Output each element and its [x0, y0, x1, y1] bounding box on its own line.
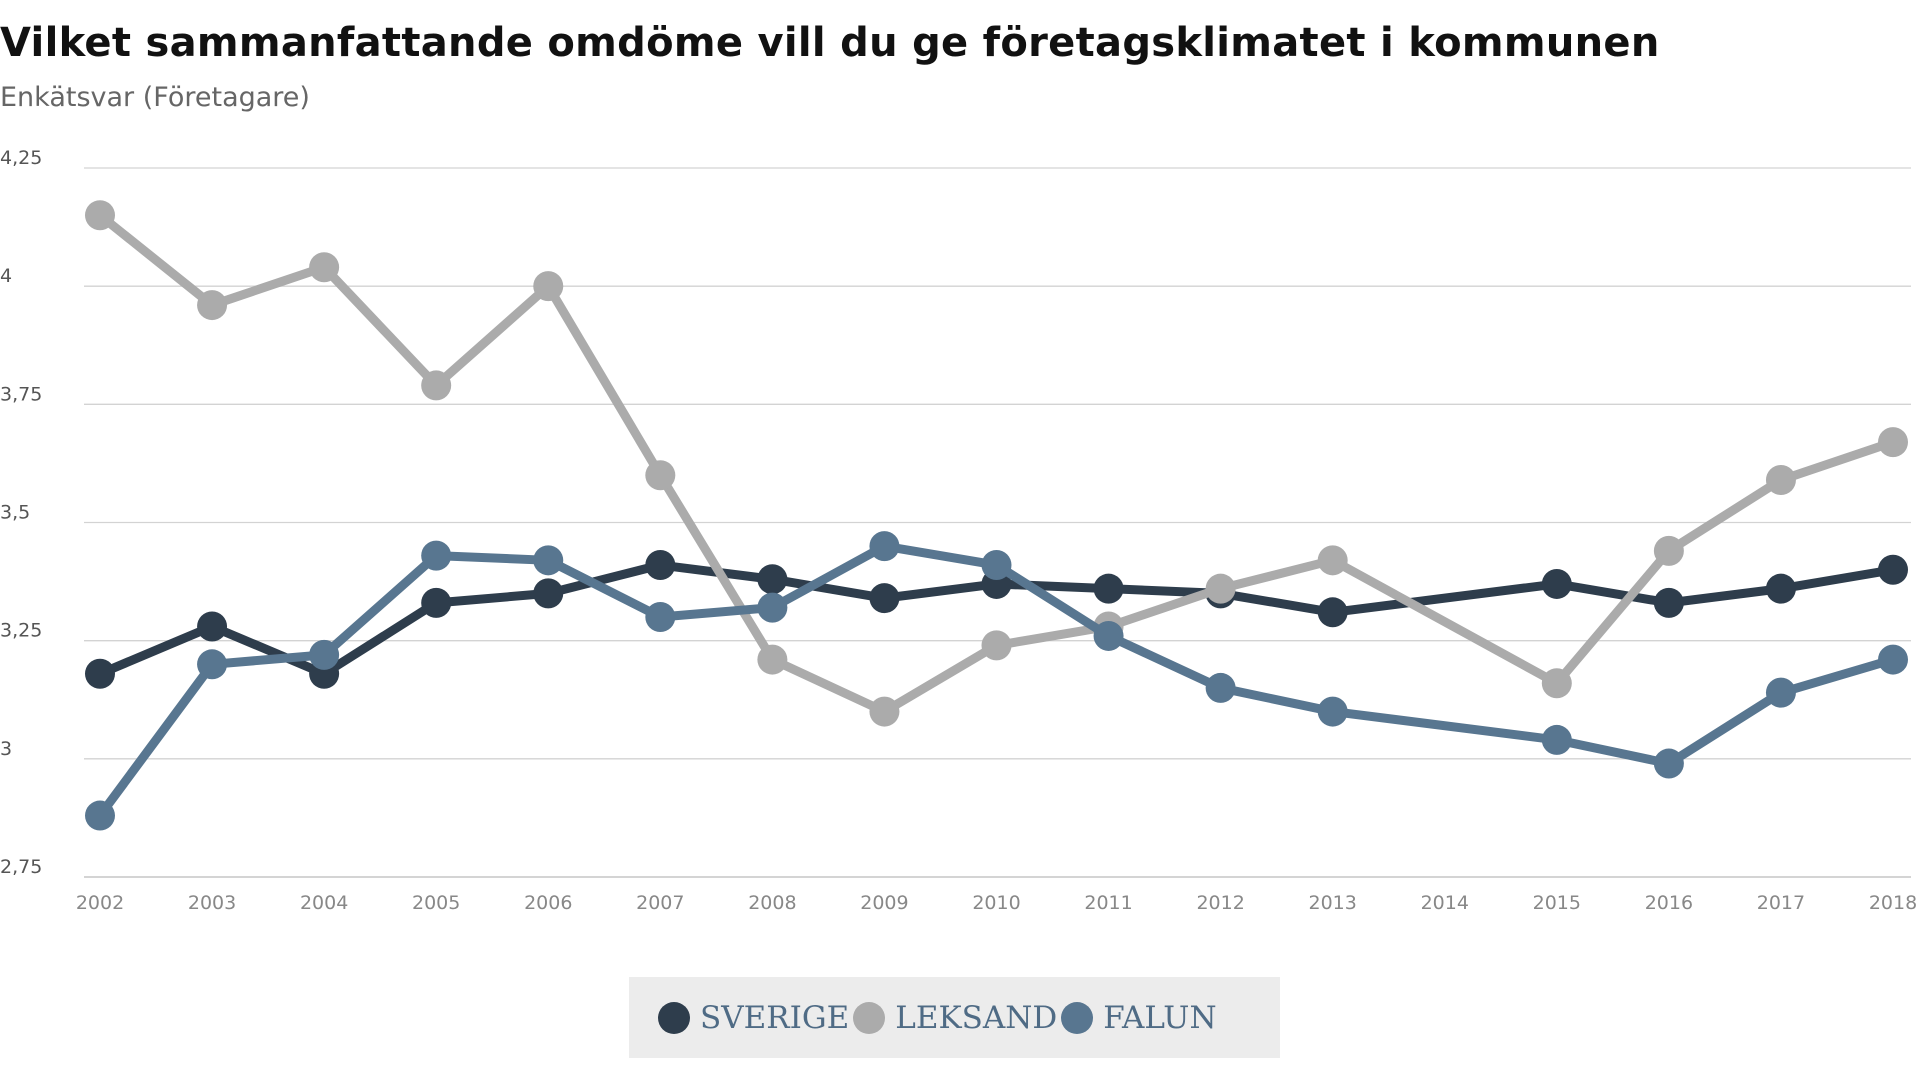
data-point — [421, 540, 452, 571]
data-point — [869, 531, 900, 562]
data-point — [645, 550, 676, 581]
data-point — [981, 550, 1012, 581]
data-point — [869, 696, 900, 727]
series-line — [97, 211, 1895, 717]
data-point — [1093, 573, 1124, 604]
data-point — [1878, 427, 1908, 458]
data-point — [1541, 568, 1572, 599]
legend-marker-icon — [658, 1001, 690, 1034]
data-point — [1765, 573, 1796, 604]
data-point — [197, 290, 228, 321]
data-point — [1765, 677, 1796, 708]
data-point — [1878, 554, 1908, 585]
data-point — [1653, 535, 1684, 566]
data-point — [981, 630, 1012, 661]
legend-label: LEKSAND — [895, 999, 1058, 1036]
series-line — [96, 541, 1895, 819]
data-point — [757, 644, 788, 675]
x-tick-label: 2015 — [1533, 892, 1581, 914]
data-point — [309, 252, 340, 283]
legend-marker-icon — [1061, 1001, 1094, 1034]
y-tick-label: 3,75 — [0, 383, 42, 405]
x-tick-label: 2018 — [1869, 892, 1917, 914]
chart-subtitle: Enkätsvar (Företagare) — [0, 82, 310, 113]
data-point — [309, 639, 340, 670]
data-point — [645, 602, 676, 633]
data-point — [757, 564, 788, 595]
data-point — [533, 578, 564, 609]
legend-item-sverige[interactable]: SVERIGE — [658, 1000, 853, 1036]
data-point — [1205, 573, 1236, 604]
legend-label: SVERIGE — [700, 999, 850, 1036]
legend-item-leksand[interactable]: LEKSAND — [853, 1000, 1061, 1036]
data-point — [1541, 668, 1572, 699]
x-tick-label: 2017 — [1757, 892, 1805, 914]
x-tick-label: 2003 — [188, 892, 236, 914]
y-tick-label: 4,25 — [0, 147, 42, 169]
legend: SVERIGE LEKSAND FALUN — [629, 977, 1280, 1058]
data-point — [1317, 696, 1348, 727]
data-point — [1205, 672, 1236, 703]
series-line — [98, 560, 1894, 679]
series-falun — [85, 531, 1908, 831]
data-point — [533, 545, 564, 576]
data-point — [421, 370, 452, 401]
data-point — [757, 592, 788, 623]
data-point — [869, 583, 900, 614]
x-tick-label: 2006 — [524, 892, 572, 914]
x-tick-label: 2013 — [1309, 892, 1357, 914]
x-tick-label: 2010 — [972, 892, 1020, 914]
y-tick-label: 4 — [0, 265, 12, 287]
legend-label: FALUN — [1103, 999, 1217, 1036]
data-point — [85, 658, 115, 689]
x-tick-label: 2002 — [76, 892, 124, 914]
x-tick-label: 2011 — [1084, 892, 1132, 914]
y-tick-label: 3,25 — [0, 620, 42, 642]
x-tick-label: 2012 — [1196, 892, 1244, 914]
x-tick-label: 2016 — [1645, 892, 1693, 914]
legend-item-falun[interactable]: FALUN — [1061, 1000, 1220, 1036]
x-tick-label: 2007 — [636, 892, 684, 914]
data-point — [1653, 587, 1684, 618]
series-sverige — [85, 550, 1908, 689]
chart-title: Vilket sammanfattande omdöme vill du ge … — [0, 20, 1660, 66]
data-point — [1541, 724, 1572, 755]
data-point — [1317, 545, 1348, 576]
data-point — [1878, 644, 1908, 675]
data-point — [1317, 597, 1348, 628]
legend-marker-icon — [853, 1001, 886, 1034]
series-leksand — [85, 200, 1908, 727]
y-tick-label: 3 — [0, 738, 12, 760]
data-point — [197, 611, 228, 642]
y-tick-label: 2,75 — [0, 856, 42, 878]
x-tick-label: 2005 — [412, 892, 460, 914]
x-tick-label: 2004 — [300, 892, 348, 914]
y-tick-label: 3,5 — [0, 502, 30, 524]
data-point — [197, 649, 228, 680]
data-point — [533, 271, 564, 302]
data-point — [85, 200, 115, 231]
line-chart: 4,25 4 3,75 3,5 3,25 3 2,75 2002 2003 2004 2005 200… — [0, 147, 1917, 914]
data-point — [645, 460, 676, 491]
data-point — [1093, 620, 1124, 651]
x-tick-label: 2008 — [748, 892, 796, 914]
data-point — [421, 587, 452, 618]
x-tick-label: 2009 — [860, 892, 908, 914]
x-tick-label: 2014 — [1421, 892, 1469, 914]
data-point — [1765, 464, 1796, 495]
data-point — [85, 800, 115, 831]
data-point — [1653, 748, 1684, 779]
